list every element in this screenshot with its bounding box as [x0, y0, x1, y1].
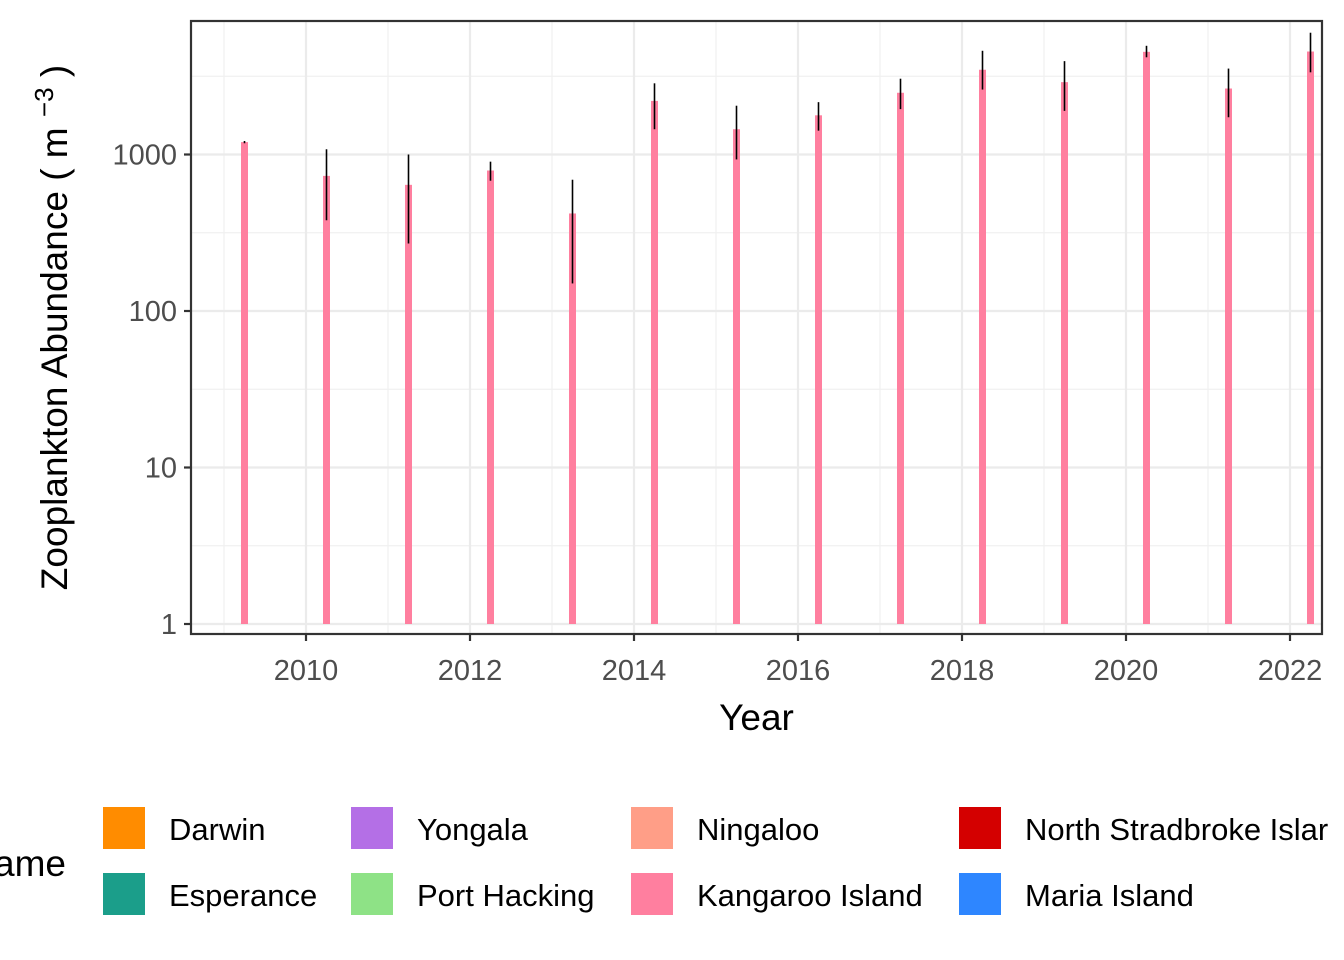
legend-title: ame — [0, 843, 66, 884]
x-tick-label: 2012 — [438, 655, 503, 687]
legend-swatch — [103, 807, 145, 849]
bar — [487, 170, 494, 624]
plot-panel-border — [189, 19, 1324, 636]
y-tick-label: 100 — [129, 296, 177, 328]
y-axis-title-paren-close: ) — [34, 65, 75, 77]
axis-ticks — [184, 153, 1292, 641]
error-bars — [243, 32, 1312, 284]
x-tick-label: 2018 — [930, 655, 995, 687]
legend-label: Port Hacking — [417, 878, 594, 913]
y-axis-title: Zooplankton Abundance ( m −3 ) — [20, 65, 75, 590]
bar — [1307, 51, 1314, 624]
x-tick-label: 2022 — [1258, 655, 1323, 687]
bar — [323, 175, 330, 625]
legend-label: Darwin — [169, 812, 265, 847]
legend-label: Maria Island — [1025, 878, 1194, 913]
bar — [897, 92, 904, 624]
y-axis-title-paren-open: ( — [34, 168, 75, 181]
legend-swatch — [959, 807, 1001, 849]
x-tick-label: 2014 — [602, 655, 667, 687]
bar — [1061, 82, 1068, 625]
minor-gridlines — [191, 21, 1322, 634]
legend-label: Esperance — [169, 878, 317, 913]
legend-swatch — [351, 807, 393, 849]
bar — [733, 129, 740, 624]
legend-label: Ningaloo — [697, 812, 819, 847]
x-axis-title: Year — [719, 697, 794, 738]
bar — [1225, 88, 1232, 624]
major-gridlines — [191, 21, 1322, 634]
bar — [241, 142, 248, 624]
x-tick-label: 2010 — [274, 655, 339, 687]
x-tick-label: 2020 — [1094, 655, 1159, 687]
bar — [569, 213, 576, 624]
bar — [815, 115, 822, 625]
legend-swatch — [959, 873, 1001, 915]
legend-swatch — [631, 807, 673, 849]
legend-swatch — [103, 873, 145, 915]
y-axis-unit-exponent: −3 — [29, 87, 59, 117]
bar — [405, 184, 412, 625]
y-axis-title-text: Zooplankton Abundance — [34, 191, 75, 590]
bar — [651, 100, 658, 625]
legend-label: Yongala — [417, 812, 529, 847]
bars — [241, 51, 1314, 625]
y-tick-labels: 1 10 100 1000 — [112, 140, 177, 642]
y-tick-label: 1 — [161, 609, 177, 641]
legend: Darwin Esperance Yongala Port Hacking Ningal… — [103, 807, 1328, 915]
y-tick-label: 10 — [145, 453, 177, 485]
legend-label: Kangaroo Island — [697, 878, 923, 913]
x-tick-labels: 2010 2012 2014 2016 2018 2020 2022 — [274, 655, 1323, 687]
x-tick-label: 2016 — [766, 655, 831, 687]
y-axis-unit-base: m — [34, 127, 75, 158]
bar — [1143, 51, 1150, 625]
legend-swatch — [351, 873, 393, 915]
legend-swatch — [631, 873, 673, 915]
legend-label: North Stradbroke Islar — [1025, 812, 1328, 847]
bar — [979, 69, 986, 624]
y-tick-label: 1000 — [112, 140, 177, 172]
